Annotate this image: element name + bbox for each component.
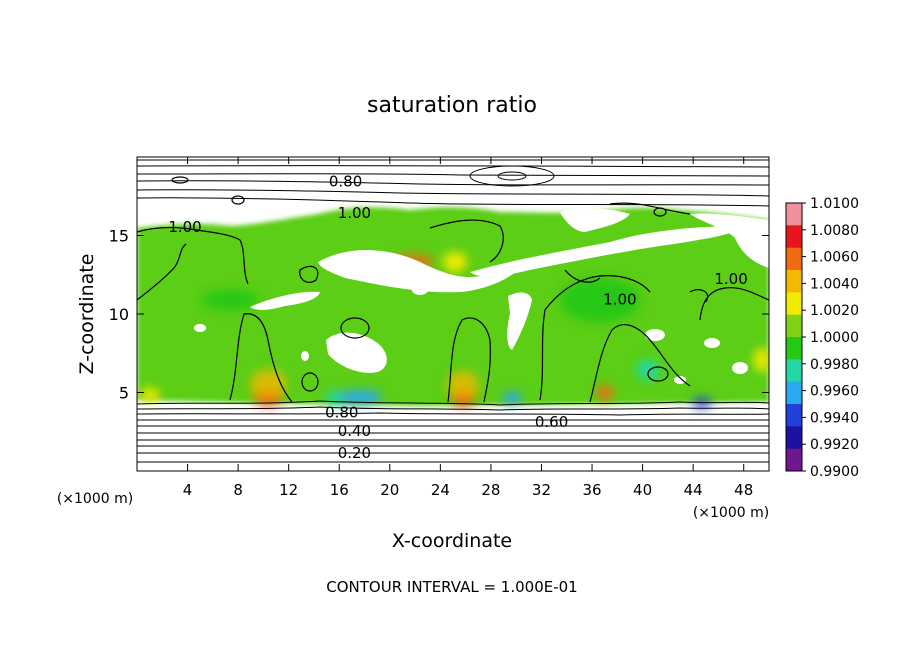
colorbar-label: 0.9900 bbox=[810, 464, 859, 480]
x-tick-label: 24 bbox=[431, 481, 450, 499]
colorbar-swatch bbox=[786, 359, 802, 383]
contour-label: 1.00 bbox=[168, 218, 201, 236]
x-tick-label: 44 bbox=[684, 481, 703, 499]
colorbar-label: 1.0040 bbox=[810, 276, 859, 292]
colorbar-swatch bbox=[786, 292, 802, 316]
plot-area: 0.80 1.00 1.00 1.00 1.00 0.80 0.60 0.40 0.20 bbox=[137, 157, 769, 471]
colorbar-label: 0.9980 bbox=[810, 357, 859, 373]
colorbar: 1.0100 1.0080 1.0060 1.0040 1.0020 1.0000 0.99… bbox=[785, 196, 859, 480]
colorbar-swatch bbox=[786, 381, 802, 405]
colorbar-swatch bbox=[786, 426, 802, 450]
y-unit-label: (×1000 m) bbox=[57, 491, 133, 507]
y-tick-label: 5 bbox=[119, 384, 129, 403]
contour-labels: 0.80 1.00 1.00 1.00 1.00 0.80 0.60 0.40 0.20 bbox=[168, 173, 747, 463]
colorbar-label: 1.0080 bbox=[810, 223, 859, 239]
x-tick-label: 16 bbox=[330, 481, 349, 499]
x-tick-label: 40 bbox=[633, 481, 652, 499]
colorbar-label: 1.0020 bbox=[810, 303, 859, 319]
colorbar-label: 1.0060 bbox=[810, 250, 859, 266]
y-tick-label: 10 bbox=[109, 305, 129, 324]
chart-title: saturation ratio bbox=[367, 93, 537, 118]
x-tick-label: 32 bbox=[532, 481, 551, 499]
contour-interval-note: CONTOUR INTERVAL = 1.000E-01 bbox=[326, 578, 577, 596]
y-axis-ticks: 5 10 15 bbox=[109, 227, 769, 403]
upper-contour-lines bbox=[137, 158, 769, 207]
x-tick-label: 28 bbox=[481, 481, 500, 499]
y-axis-label: Z-coordinate bbox=[76, 254, 98, 375]
colorbar-swatch bbox=[786, 404, 802, 427]
contour-label: 1.00 bbox=[603, 290, 636, 308]
colorbar-swatch bbox=[786, 314, 802, 338]
colorbar-swatch bbox=[786, 203, 802, 226]
dry-gaps bbox=[194, 197, 769, 384]
colorbar-swatch bbox=[786, 337, 802, 360]
saturation-field bbox=[137, 207, 769, 406]
x-tick-label: 36 bbox=[582, 481, 601, 499]
colorbar-label: 0.9960 bbox=[810, 384, 859, 400]
colorbar-label: 1.0000 bbox=[810, 330, 859, 346]
x-tick-label: 8 bbox=[233, 481, 243, 499]
y-tick-label: 15 bbox=[109, 227, 129, 246]
colorbar-swatch bbox=[786, 225, 802, 249]
contour-label: 0.60 bbox=[535, 413, 568, 431]
contour-label: 0.40 bbox=[338, 422, 371, 440]
colorbar-label: 1.0100 bbox=[810, 196, 859, 212]
contour-label: 1.00 bbox=[338, 204, 371, 222]
colorbar-swatch bbox=[786, 270, 802, 293]
x-axis-label: X-coordinate bbox=[392, 530, 512, 552]
colorbar-label: 0.9940 bbox=[810, 410, 859, 426]
contour-label: 0.80 bbox=[329, 173, 362, 191]
low-contour-lines bbox=[137, 400, 769, 463]
x-axis-ticks: 4 8 12 16 20 24 28 32 36 40 44 48 bbox=[183, 157, 753, 499]
x-tick-label: 12 bbox=[279, 481, 298, 499]
x-unit-label: (×1000 m) bbox=[693, 505, 769, 521]
x-tick-label: 48 bbox=[734, 481, 753, 499]
contour-label: 1.00 bbox=[714, 270, 747, 288]
colorbar-swatch bbox=[786, 247, 802, 271]
contour-label: 0.20 bbox=[338, 444, 371, 462]
colorbar-swatch bbox=[786, 448, 802, 472]
colorbar-label: 0.9920 bbox=[810, 437, 859, 453]
x-tick-label: 20 bbox=[380, 481, 399, 499]
main-contour-lines bbox=[137, 176, 769, 403]
contour-label: 0.80 bbox=[325, 403, 358, 421]
x-tick-label: 4 bbox=[183, 481, 193, 499]
